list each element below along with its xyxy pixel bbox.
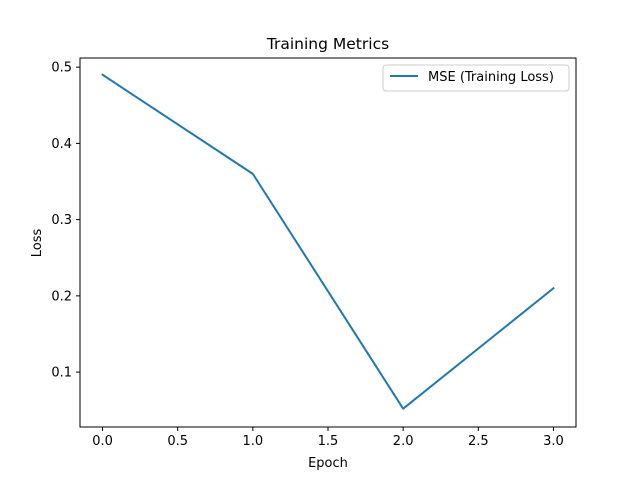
series-line-0 [101, 73, 555, 410]
x-axis: 0.0 0.5 1.0 1.5 2.0 2.5 3.0 [92, 427, 564, 449]
data-point [102, 74, 104, 76]
chart-title: Training Metrics [266, 35, 389, 53]
legend: MSE (Training Loss) [382, 64, 570, 92]
x-tick-label: 3.0 [543, 434, 564, 449]
data-point [552, 287, 554, 289]
plot-area [79, 57, 577, 428]
y-axis: 0.1 0.2 0.3 0.4 0.5 [51, 61, 80, 381]
x-tick-label: 1.5 [318, 434, 339, 449]
legend-box [382, 64, 570, 92]
y-tick-label: 0.5 [51, 61, 72, 76]
x-tick-label: 2.0 [393, 434, 414, 449]
legend-entry-label: MSE (Training Loss) [428, 70, 554, 85]
y-tick-label: 0.3 [51, 213, 72, 228]
series-layer [101, 73, 555, 410]
x-tick-label: 0.0 [92, 434, 113, 449]
y-tick-label: 0.2 [51, 289, 72, 304]
x-tick-label: 1.0 [243, 434, 264, 449]
data-point [252, 173, 254, 175]
y-axis-label: Loss [30, 229, 45, 258]
y-tick-label: 0.4 [51, 137, 72, 152]
y-tick-label: 0.1 [51, 366, 72, 381]
x-tick-label: 2.5 [468, 434, 489, 449]
data-point [402, 408, 404, 410]
plot-background [80, 58, 576, 427]
x-axis-label: Epoch [308, 456, 348, 471]
x-tick-label: 0.5 [167, 434, 188, 449]
